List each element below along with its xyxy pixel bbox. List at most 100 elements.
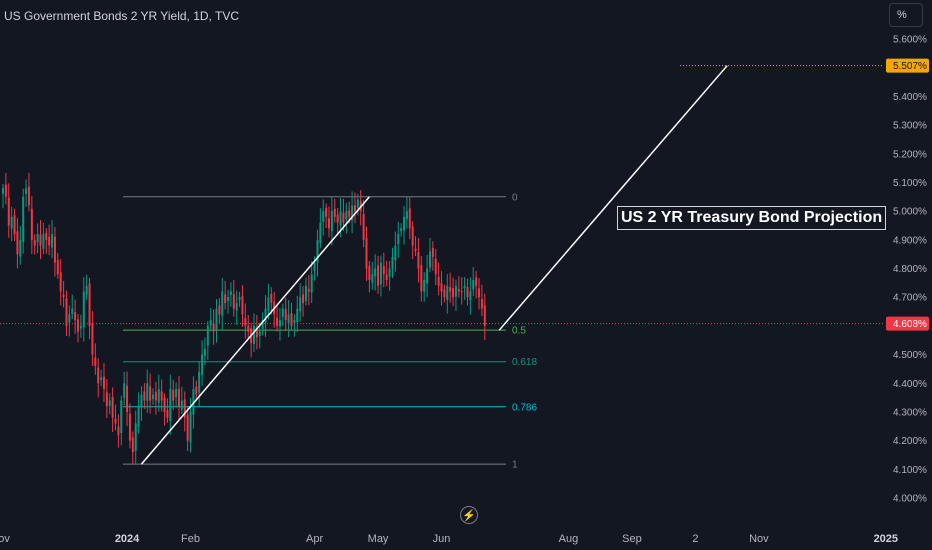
candle-body[interactable] bbox=[146, 383, 149, 402]
candle-body[interactable] bbox=[480, 298, 483, 309]
candle-body[interactable] bbox=[88, 283, 91, 326]
candle-body[interactable] bbox=[276, 317, 279, 326]
candle-body[interactable] bbox=[475, 277, 478, 286]
candle-body[interactable] bbox=[443, 289, 446, 298]
candle-body[interactable] bbox=[131, 437, 134, 453]
candle-body[interactable] bbox=[255, 329, 258, 338]
candle-body[interactable] bbox=[134, 423, 137, 451]
candle-body[interactable] bbox=[137, 406, 140, 427]
candle-body[interactable] bbox=[36, 234, 39, 243]
candle-body[interactable] bbox=[229, 291, 232, 295]
candle-body[interactable] bbox=[345, 211, 348, 220]
candle-body[interactable] bbox=[299, 297, 302, 312]
candle-body[interactable] bbox=[169, 388, 172, 421]
candle-body[interactable] bbox=[235, 302, 238, 311]
candle-body[interactable] bbox=[440, 283, 443, 292]
candlestick-series[interactable] bbox=[2, 172, 486, 465]
candle-body[interactable] bbox=[42, 234, 45, 249]
candle-body[interactable] bbox=[405, 211, 408, 220]
candle-body[interactable] bbox=[368, 265, 371, 280]
candle-body[interactable] bbox=[215, 308, 218, 332]
candle-body[interactable] bbox=[180, 400, 183, 410]
candle-body[interactable] bbox=[322, 211, 325, 222]
candle-body[interactable] bbox=[189, 411, 192, 443]
candle-body[interactable] bbox=[483, 305, 486, 326]
candle-body[interactable] bbox=[30, 208, 33, 240]
candle-body[interactable] bbox=[97, 367, 100, 384]
candle-body[interactable] bbox=[304, 285, 307, 302]
candle-body[interactable] bbox=[62, 294, 65, 298]
candle-body[interactable] bbox=[192, 388, 195, 415]
candle-body[interactable] bbox=[195, 386, 198, 395]
candle-body[interactable] bbox=[394, 245, 397, 261]
candle-body[interactable] bbox=[267, 297, 270, 311]
candle-body[interactable] bbox=[351, 205, 354, 221]
candle-body[interactable] bbox=[209, 320, 212, 326]
candle-body[interactable] bbox=[117, 426, 120, 435]
candle-body[interactable] bbox=[307, 288, 310, 292]
candle-body[interactable] bbox=[348, 210, 351, 217]
candle-body[interactable] bbox=[102, 376, 105, 389]
candle-body[interactable] bbox=[330, 211, 333, 232]
candle-body[interactable] bbox=[59, 272, 62, 292]
candle-body[interactable] bbox=[238, 297, 241, 300]
candle-body[interactable] bbox=[353, 205, 356, 212]
candle-body[interactable] bbox=[16, 231, 19, 255]
candle-body[interactable] bbox=[414, 248, 417, 252]
candle-body[interactable] bbox=[472, 279, 475, 290]
candle-body[interactable] bbox=[278, 320, 281, 327]
x-axis[interactable]: Nov2024FebAprMayJunAugSep2Nov2025Feb bbox=[0, 526, 932, 550]
candle-body[interactable] bbox=[284, 308, 287, 321]
candle-body[interactable] bbox=[420, 265, 423, 292]
candle-body[interactable] bbox=[175, 388, 178, 398]
candle-body[interactable] bbox=[431, 248, 434, 258]
candle-body[interactable] bbox=[463, 285, 466, 289]
candle-body[interactable] bbox=[85, 285, 88, 295]
candle-body[interactable] bbox=[172, 389, 175, 401]
y-axis[interactable]: 5.600%5.500%5.400%5.300%5.200%5.100%5.00… bbox=[886, 0, 932, 550]
symbol-title[interactable]: US Government Bonds 2 YR Yield, 1D, TVC bbox=[4, 9, 240, 23]
candle-body[interactable] bbox=[65, 298, 68, 326]
candle-body[interactable] bbox=[457, 289, 460, 292]
candle-body[interactable] bbox=[446, 285, 449, 301]
candle-body[interactable] bbox=[143, 391, 146, 401]
candle-body[interactable] bbox=[71, 308, 74, 315]
candle-body[interactable] bbox=[105, 392, 108, 407]
candle-body[interactable] bbox=[33, 240, 36, 246]
candle-body[interactable] bbox=[437, 276, 440, 286]
candle-body[interactable] bbox=[258, 331, 261, 336]
candle-body[interactable] bbox=[423, 279, 426, 292]
candle-body[interactable] bbox=[163, 397, 166, 412]
candle-body[interactable] bbox=[356, 199, 359, 208]
unit-toggle-button[interactable]: % bbox=[889, 3, 923, 27]
candle-body[interactable] bbox=[287, 314, 290, 324]
candle-body[interactable] bbox=[264, 308, 267, 323]
candle-body[interactable] bbox=[45, 232, 48, 240]
candle-body[interactable] bbox=[224, 294, 227, 303]
candle-body[interactable] bbox=[400, 228, 403, 232]
candle-body[interactable] bbox=[152, 394, 155, 400]
candle-body[interactable] bbox=[426, 268, 429, 284]
projection-annotation[interactable]: US 2 YR Treasury Bond Projection bbox=[617, 206, 887, 230]
candle-body[interactable] bbox=[469, 291, 472, 301]
candle-body[interactable] bbox=[454, 285, 457, 297]
candle-body[interactable] bbox=[408, 208, 411, 229]
candle-body[interactable] bbox=[48, 236, 51, 246]
candle-body[interactable] bbox=[25, 188, 28, 194]
trend-line[interactable] bbox=[498, 65, 728, 331]
candle-body[interactable] bbox=[449, 287, 452, 292]
candle-body[interactable] bbox=[333, 208, 336, 217]
candle-body[interactable] bbox=[13, 215, 16, 235]
candle-body[interactable] bbox=[79, 325, 82, 329]
candle-body[interactable] bbox=[313, 262, 316, 271]
candle-body[interactable] bbox=[2, 188, 4, 194]
candle-body[interactable] bbox=[39, 234, 42, 246]
candle-body[interactable] bbox=[157, 388, 160, 403]
trend-lines[interactable] bbox=[140, 65, 728, 465]
candle-body[interactable] bbox=[227, 297, 230, 301]
candle-body[interactable] bbox=[154, 391, 157, 401]
candle-body[interactable] bbox=[385, 274, 388, 280]
candle-body[interactable] bbox=[123, 383, 126, 398]
candle-body[interactable] bbox=[362, 214, 365, 240]
candle-body[interactable] bbox=[302, 294, 305, 303]
